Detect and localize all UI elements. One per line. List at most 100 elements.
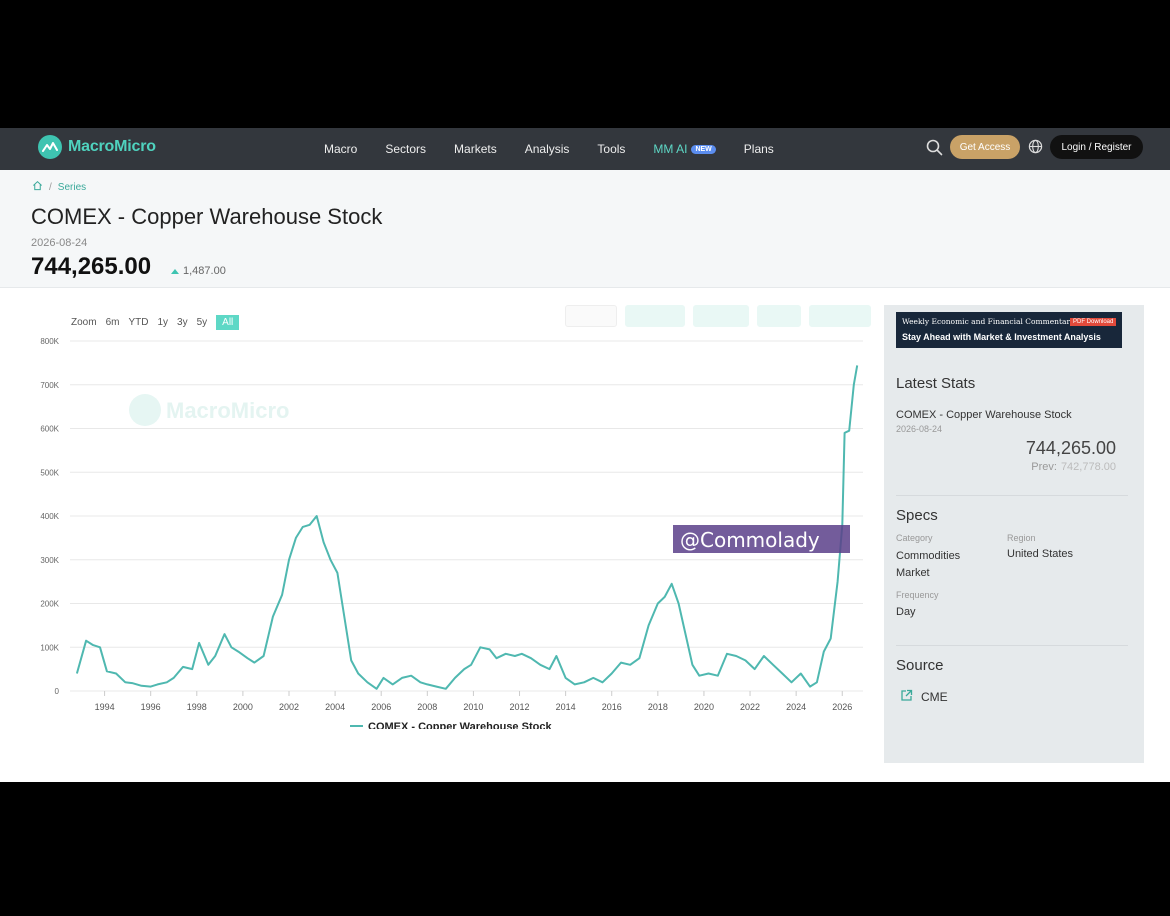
chart-panel: Zoom 6m YTD 1y 3y 5y All 0 100K 200K 300K 40… (0, 289, 882, 782)
zoom-all[interactable]: All (216, 315, 240, 330)
toolbar-button-4[interactable] (809, 305, 871, 327)
y-axis-labels: 0 100K 200K 300K 400K 500K 600K 700K 800K (40, 337, 59, 696)
zoom-label: Zoom (71, 317, 97, 328)
series-change-value: 1,487.00 (183, 265, 226, 277)
y-tick-label: 500K (40, 468, 59, 477)
handle-watermark: @Commolady (673, 525, 850, 553)
toolbar-button-2[interactable] (693, 305, 749, 327)
breadcrumb-separator: / (49, 181, 52, 193)
logo-text: MacroMicro (68, 138, 156, 155)
stat-prev: Prev: 742,778.00 (1031, 461, 1116, 473)
source-heading: Source (896, 657, 944, 674)
get-access-button[interactable]: Get Access (950, 135, 1020, 159)
series-change: 1,487.00 (171, 265, 226, 277)
category-value: Commodities Market (896, 550, 961, 579)
specs-heading: Specs (896, 507, 938, 524)
watermark-logo: MacroMicro (129, 394, 289, 426)
category-label: Category (896, 533, 933, 543)
x-tick-label: 2018 (648, 702, 668, 712)
legend: COMEX - Copper Warehouse Stock (350, 721, 552, 729)
frequency-label: Frequency (896, 590, 939, 600)
y-tick-label: 400K (40, 512, 59, 521)
zoom-6m[interactable]: 6m (105, 317, 120, 328)
new-badge: NEW (691, 144, 716, 154)
logo[interactable]: MacroMicro (38, 135, 156, 159)
source-value: CME (921, 690, 948, 704)
login-register-button[interactable]: Login / Register (1050, 135, 1143, 159)
latest-stats-heading: Latest Stats (896, 375, 976, 392)
series-value: 744,265.00 (31, 253, 152, 280)
y-tick-label: 300K (40, 556, 59, 565)
prev-label: Prev: (1031, 461, 1057, 473)
zoom-1y[interactable]: 1y (157, 317, 169, 328)
divider (896, 645, 1128, 646)
external-link-icon (900, 689, 913, 705)
zoom-5y[interactable]: 5y (196, 317, 208, 328)
source-link[interactable]: CME (900, 689, 948, 705)
menu-markets[interactable]: Markets (454, 142, 497, 156)
zoom-bar: Zoom 6m YTD 1y 3y 5y All (71, 315, 248, 330)
stat-date: 2026-08-24 (896, 424, 943, 434)
handle-watermark-text: @Commolady (680, 528, 820, 552)
menu-plans[interactable]: Plans (743, 142, 774, 156)
x-tick-label: 2002 (279, 702, 299, 712)
up-arrow-icon (171, 268, 179, 274)
x-tick-label: 1996 (141, 702, 161, 712)
pdf-download-badge[interactable]: PDF Download (1070, 318, 1117, 326)
x-tick-label: 2006 (371, 702, 391, 712)
page-frame: MacroMicro Macro Sectors Markets Analysi… (0, 128, 1170, 782)
series-date: 2026-08-24 (31, 237, 88, 249)
divider (896, 495, 1128, 496)
zoom-ytd[interactable]: YTD (128, 317, 149, 328)
menu-sectors[interactable]: Sectors (385, 142, 427, 156)
ad-subline: Stay Ahead with Market & Investment Anal… (902, 332, 1101, 342)
watermark-logo-text: MacroMicro (166, 398, 289, 423)
line-chart: 0 100K 200K 300K 400K 500K 600K 700K 800K 1994 19… (40, 337, 863, 729)
x-tick-label: 2026 (832, 702, 852, 712)
series-header: / Series COMEX - Copper Warehouse Stock … (0, 170, 1170, 288)
globe-icon[interactable] (1028, 139, 1043, 159)
ad-headline: Weekly Economic and Financial Commentary (902, 317, 1075, 326)
x-tick-label: 1994 (95, 702, 115, 712)
ad-banner[interactable]: Weekly Economic and Financial Commentary… (896, 312, 1122, 348)
legend-label: COMEX - Copper Warehouse Stock (368, 721, 552, 729)
frequency-value: Day (896, 606, 916, 618)
home-icon[interactable] (32, 180, 43, 194)
x-tick-label: 2022 (740, 702, 760, 712)
share-button[interactable] (565, 305, 617, 327)
y-tick-label: 700K (40, 381, 59, 390)
menu-mm-ai[interactable]: MM AI NEW (653, 142, 716, 156)
x-tick-label: 1998 (187, 702, 207, 712)
x-tick-label: 2016 (602, 702, 622, 712)
y-tick-label: 200K (40, 600, 59, 609)
sidebar: Weekly Economic and Financial Commentary… (884, 305, 1144, 763)
x-tick-label: 2008 (417, 702, 437, 712)
logo-icon (38, 135, 62, 159)
x-tick-label: 2010 (463, 702, 483, 712)
x-tick-label: 2004 (325, 702, 345, 712)
breadcrumb-series[interactable]: Series (57, 181, 87, 193)
x-axis-labels: 1994 1996 1998 2000 2002 2004 2006 2008 2010 2012… (95, 691, 852, 712)
y-tick-label: 600K (40, 425, 59, 434)
search-icon[interactable] (926, 139, 943, 161)
x-tick-label: 2020 (694, 702, 714, 712)
y-tick-label: 100K (40, 643, 59, 652)
toolbar-button-3[interactable] (757, 305, 801, 327)
y-tick-label: 0 (55, 687, 60, 696)
y-tick-label: 800K (40, 337, 59, 346)
menu-mm-ai-label: MM AI (653, 142, 688, 156)
menu-tools[interactable]: Tools (597, 142, 626, 156)
stat-series-title: COMEX - Copper Warehouse Stock (896, 409, 1072, 421)
menu-macro[interactable]: Macro (324, 142, 358, 156)
zoom-3y[interactable]: 3y (177, 317, 188, 328)
x-tick-label: 2012 (510, 702, 530, 712)
grid (70, 340, 863, 692)
main-menu: Macro Sectors Markets Analysis Tools MM … (310, 128, 802, 170)
series-line (75, 365, 859, 690)
region-value: United States (1007, 548, 1074, 560)
toolbar-button-1[interactable] (625, 305, 685, 327)
x-tick-label: 2024 (786, 702, 806, 712)
menu-analysis[interactable]: Analysis (524, 142, 570, 156)
chart-toolbar (565, 305, 871, 327)
top-navbar: MacroMicro Macro Sectors Markets Analysi… (0, 128, 1170, 170)
